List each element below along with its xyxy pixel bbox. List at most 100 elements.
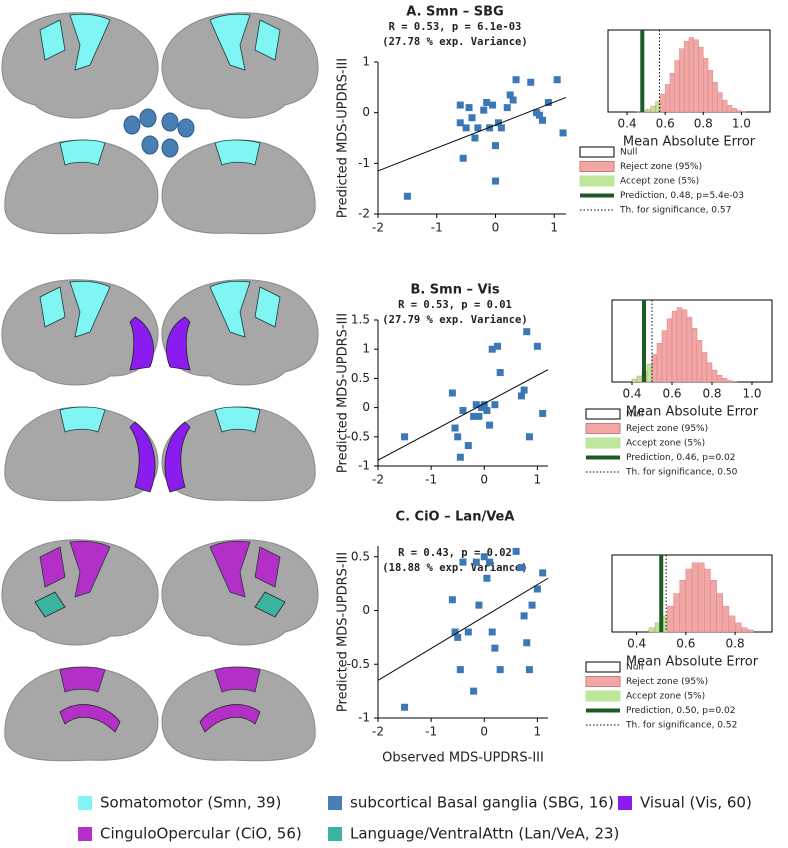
point xyxy=(512,547,520,555)
region xyxy=(39,546,66,588)
x-axis-label: Mean Absolute Error xyxy=(626,655,759,670)
point xyxy=(454,433,462,441)
bar xyxy=(716,593,723,633)
x-tick-label: -2 xyxy=(372,725,384,739)
point xyxy=(496,666,504,674)
bar xyxy=(731,108,737,113)
x-tick-label: 0.8 xyxy=(702,387,721,401)
point xyxy=(525,433,533,441)
x-tick-label: -1 xyxy=(425,725,437,739)
y-tick-label: 0.5 xyxy=(351,549,370,563)
brain xyxy=(161,539,319,646)
x-axis-label: Mean Absolute Error xyxy=(626,405,759,420)
legend-swatch xyxy=(579,175,615,187)
point xyxy=(523,328,531,336)
region xyxy=(39,286,66,328)
subcortical xyxy=(177,118,195,138)
bar xyxy=(707,70,714,113)
point xyxy=(470,687,478,695)
legend-label: Th. for significance, 0.57 xyxy=(619,206,731,216)
bar xyxy=(688,37,694,113)
bar xyxy=(655,101,661,113)
bar xyxy=(717,92,723,113)
bar xyxy=(704,568,711,633)
legend-swatch xyxy=(618,796,632,810)
bar xyxy=(726,380,733,383)
bar xyxy=(706,362,713,383)
bar xyxy=(747,629,754,633)
point xyxy=(486,421,494,429)
brain xyxy=(1,12,159,119)
brain xyxy=(1,539,159,646)
annotation: (18.88 % exp. Variance) xyxy=(382,562,527,574)
y-tick-label: -2 xyxy=(358,207,370,221)
region xyxy=(199,704,261,733)
region xyxy=(34,591,66,618)
x-tick-label: 0 xyxy=(492,221,500,235)
point xyxy=(464,442,472,450)
brain xyxy=(1,279,159,386)
bar xyxy=(656,343,663,383)
fit-line xyxy=(377,97,567,172)
bar xyxy=(711,369,718,383)
brain xyxy=(161,666,316,762)
region xyxy=(166,316,191,371)
point xyxy=(491,401,499,409)
legend-label: Accept zone (5%) xyxy=(626,692,705,702)
panel-title: A. Smn – SBG xyxy=(406,5,503,20)
x-tick-label: 1.0 xyxy=(742,387,761,401)
region xyxy=(254,546,281,588)
region xyxy=(59,666,106,693)
bar xyxy=(741,627,748,633)
bar xyxy=(636,375,643,383)
point xyxy=(539,116,546,124)
region xyxy=(39,19,66,61)
point xyxy=(497,124,505,132)
legend-swatch xyxy=(579,146,615,158)
subcortical xyxy=(161,112,179,132)
point xyxy=(480,401,488,409)
y-tick-label: -1 xyxy=(358,459,370,473)
bar xyxy=(681,309,688,383)
point xyxy=(462,124,470,132)
legend-label: CinguloOpercular (CiO, 56) xyxy=(100,825,302,843)
annotation: (27.78 % exp. Variance) xyxy=(382,36,527,48)
region xyxy=(129,316,154,371)
x-tick-label: -1 xyxy=(431,221,443,235)
y-axis-label: Predicted MDS-UPDRS-III xyxy=(336,313,351,473)
point xyxy=(401,433,409,441)
legend-label: Accept zone (5%) xyxy=(620,177,699,187)
point xyxy=(506,91,514,99)
legend-swatch xyxy=(78,827,92,841)
point xyxy=(527,78,535,86)
point xyxy=(492,177,499,185)
legend-label: Null xyxy=(626,410,643,420)
point xyxy=(520,612,528,620)
point xyxy=(470,412,478,420)
point xyxy=(509,96,517,104)
bar xyxy=(671,310,678,383)
bar xyxy=(722,99,728,113)
brain xyxy=(161,12,319,119)
point xyxy=(488,628,496,636)
bar xyxy=(679,580,687,633)
legend-swatch xyxy=(585,690,621,702)
bar xyxy=(661,330,668,383)
point xyxy=(483,99,491,107)
point xyxy=(454,633,462,641)
x-axis-label: Observed MDS-UPDRS-III xyxy=(382,751,544,766)
x-tick-label: 0.4 xyxy=(627,637,646,651)
legend-label: Somatomotor (Smn, 39) xyxy=(100,794,281,812)
bar xyxy=(648,627,656,633)
point xyxy=(451,628,459,636)
point xyxy=(528,601,536,609)
point xyxy=(533,585,541,593)
cortex xyxy=(161,139,316,235)
y-tick-label: 1 xyxy=(362,342,370,356)
bar xyxy=(685,568,693,633)
point xyxy=(492,142,499,150)
annotation: R = 0.53, p = 0.01 xyxy=(398,299,512,311)
legend-label: Reject zone (95%) xyxy=(620,162,702,172)
bar xyxy=(698,46,704,113)
